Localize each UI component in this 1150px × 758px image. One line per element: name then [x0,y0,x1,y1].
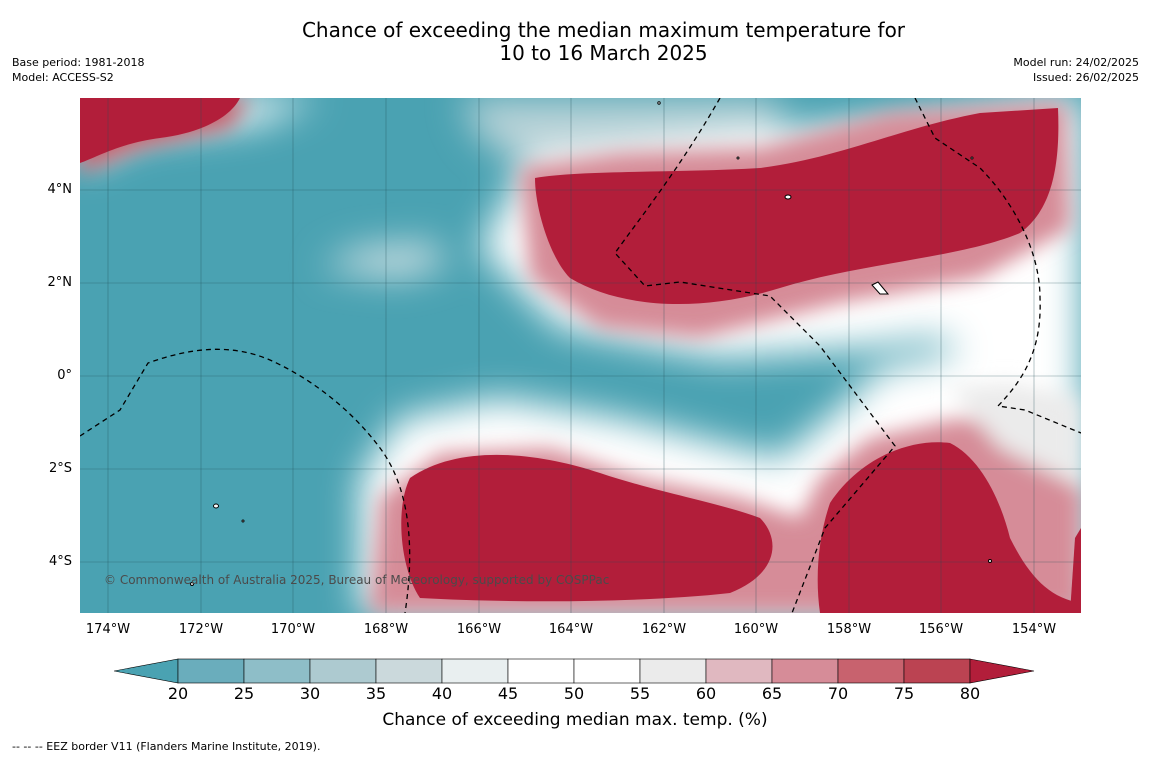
colorbar-extend-low [114,658,179,684]
colorbar-bin [837,658,905,684]
colorbar-tick-label: 55 [629,684,651,703]
colorbar-tick-label: 60 [695,684,717,703]
colorbar-tick-label: 80 [959,684,981,703]
lon-label: 160°W [733,622,779,637]
colorbar-tick-label: 40 [431,684,453,703]
model-info: Base period: 1981-2018 Model: ACCESS-S2 [12,55,144,85]
colorbar-bin [573,658,641,684]
colorbar-tick-label: 20 [167,684,189,703]
islands [190,101,992,586]
lon-label: 172°W [178,622,224,637]
colorbar-tick-label: 25 [233,684,255,703]
map-title: Chance of exceeding the median maximum t… [0,19,1150,65]
colorbar-bin [441,658,509,684]
lon-label: 154°W [1011,622,1057,637]
colorbar-bin [705,658,773,684]
lon-label: 168°W [363,622,409,637]
colorbar-tick-label: 65 [761,684,783,703]
lon-label: 166°W [456,622,502,637]
lat-label: 4°N [47,182,73,197]
model-name: Model: ACCESS-S2 [12,71,114,84]
eez-borders [80,98,1081,613]
colorbar-tick-label: 45 [497,684,519,703]
colorbar-tick-label: 70 [827,684,849,703]
colorbar-bin [507,658,575,684]
colorbar [114,658,1035,684]
colorbar-tick-label: 30 [299,684,321,703]
colorbar-bin [903,658,971,684]
run-info: Model run: 24/02/2025 Issued: 26/02/2025 [1013,55,1139,85]
colorbar-label: Chance of exceeding median max. temp. (%… [382,710,768,730]
colorbar-bin [243,658,311,684]
lat-label: 2°N [47,275,73,290]
map-panel [80,98,1081,613]
colorbar-extend-high [969,658,1035,684]
lon-label: 174°W [85,622,131,637]
lon-label: 170°W [270,622,316,637]
lon-label: 158°W [826,622,872,637]
issued-date: Issued: 26/02/2025 [1032,71,1139,84]
colorbar-tick-label: 75 [893,684,915,703]
colorbar-bin [375,658,443,684]
base-period: Base period: 1981-2018 [12,56,145,69]
lat-label: 0° [57,368,72,383]
lat-label: 2°S [48,461,72,476]
probability-map [80,98,1081,613]
colorbar-tick-label: 35 [365,684,387,703]
copyright-notice: © Commonwealth of Australia 2025, Bureau… [104,573,610,587]
colorbar-bin [309,658,377,684]
colorbar-tick-label: 50 [563,684,585,703]
lat-label: 4°S [48,554,72,569]
graticule [80,98,1081,613]
colorbar-bin [771,658,839,684]
lon-label: 164°W [548,622,594,637]
title-line-1: Chance of exceeding the median maximum t… [301,18,906,42]
hot-zones [80,98,1081,613]
lon-label: 162°W [641,622,687,637]
model-run: Model run: 24/02/2025 [1013,56,1139,69]
lon-label: 156°W [918,622,964,637]
colorbar-bin [639,658,707,684]
title-line-2: 10 to 16 March 2025 [499,41,708,65]
colorbar-bin [177,658,245,684]
eez-legend-note: -- -- -- EEZ border V11 (Flanders Marine… [12,740,321,753]
